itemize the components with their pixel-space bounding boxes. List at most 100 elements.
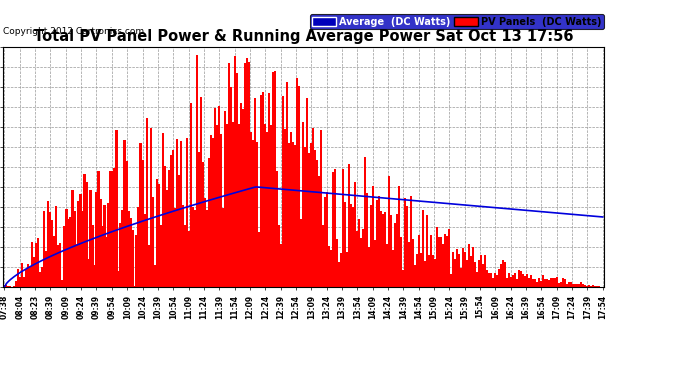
Bar <box>506 278 508 287</box>
Bar <box>212 138 214 287</box>
Bar <box>235 73 237 287</box>
Bar <box>450 274 452 287</box>
Bar <box>573 284 575 287</box>
Bar <box>48 201 50 287</box>
Title: Total PV Panel Power & Running Average Power Sat Oct 13 17:56: Total PV Panel Power & Running Average P… <box>34 29 573 44</box>
Bar <box>159 225 161 287</box>
Bar <box>330 251 332 287</box>
Bar <box>362 229 364 287</box>
Bar <box>433 259 435 287</box>
Bar <box>440 237 442 287</box>
Bar <box>304 147 306 287</box>
Bar <box>432 255 434 287</box>
Bar <box>590 286 592 287</box>
Bar <box>540 280 542 287</box>
Bar <box>39 272 41 287</box>
Bar <box>275 171 277 287</box>
Bar <box>350 204 352 287</box>
Bar <box>50 212 52 287</box>
Bar <box>357 219 359 287</box>
Bar <box>464 252 466 287</box>
Bar <box>404 198 406 287</box>
Bar <box>326 192 328 287</box>
Bar <box>530 275 532 287</box>
Bar <box>402 270 404 287</box>
Bar <box>522 274 524 287</box>
Bar <box>63 226 66 287</box>
Bar <box>190 103 192 287</box>
Bar <box>558 283 560 287</box>
Bar <box>348 164 350 287</box>
Bar <box>455 249 457 287</box>
Bar <box>426 215 428 287</box>
Bar <box>342 169 344 287</box>
Bar <box>26 269 28 287</box>
Bar <box>97 171 99 287</box>
Bar <box>502 260 504 287</box>
Bar <box>546 279 548 287</box>
Bar <box>457 254 460 287</box>
Bar <box>548 280 550 287</box>
Bar <box>528 278 530 287</box>
Bar <box>288 143 290 287</box>
Bar <box>508 273 510 287</box>
Bar <box>328 246 330 287</box>
Bar <box>346 252 348 287</box>
Bar <box>335 239 337 287</box>
Bar <box>10 286 12 287</box>
Bar <box>564 279 566 287</box>
Bar <box>37 238 39 287</box>
Bar <box>148 245 150 287</box>
Bar <box>535 282 538 287</box>
Bar <box>77 201 79 287</box>
Bar <box>353 182 355 287</box>
Bar <box>57 245 59 287</box>
Bar <box>460 268 462 287</box>
Bar <box>453 259 455 287</box>
Bar <box>228 63 230 287</box>
Bar <box>586 286 588 287</box>
Bar <box>430 236 432 287</box>
Bar <box>580 282 582 287</box>
Bar <box>295 78 297 287</box>
Bar <box>73 211 75 287</box>
Bar <box>302 122 304 287</box>
Bar <box>215 125 217 287</box>
Bar <box>244 63 246 287</box>
Bar <box>395 214 397 287</box>
Bar <box>364 158 366 287</box>
Bar <box>15 281 17 287</box>
Bar <box>397 186 400 287</box>
Bar <box>23 278 26 287</box>
Bar <box>286 82 288 287</box>
Bar <box>337 262 339 287</box>
Bar <box>292 142 294 287</box>
Bar <box>315 159 317 287</box>
Bar <box>262 92 264 287</box>
Bar <box>137 207 139 287</box>
Bar <box>598 286 600 287</box>
Bar <box>130 219 132 287</box>
Bar <box>144 214 146 287</box>
Bar <box>500 264 502 287</box>
Bar <box>83 174 86 287</box>
Bar <box>306 98 308 287</box>
Bar <box>72 190 74 287</box>
Bar <box>299 219 302 287</box>
Bar <box>359 238 362 287</box>
Bar <box>372 186 374 287</box>
Bar <box>553 278 555 287</box>
Bar <box>412 238 414 287</box>
Bar <box>161 133 164 287</box>
Bar <box>230 87 232 287</box>
Bar <box>86 182 88 287</box>
Bar <box>582 284 584 287</box>
Bar <box>52 220 54 287</box>
Bar <box>382 214 384 287</box>
Bar <box>512 275 514 287</box>
Bar <box>79 194 81 287</box>
Bar <box>510 277 512 287</box>
Bar <box>33 257 35 287</box>
Bar <box>213 108 215 287</box>
Bar <box>241 109 244 287</box>
